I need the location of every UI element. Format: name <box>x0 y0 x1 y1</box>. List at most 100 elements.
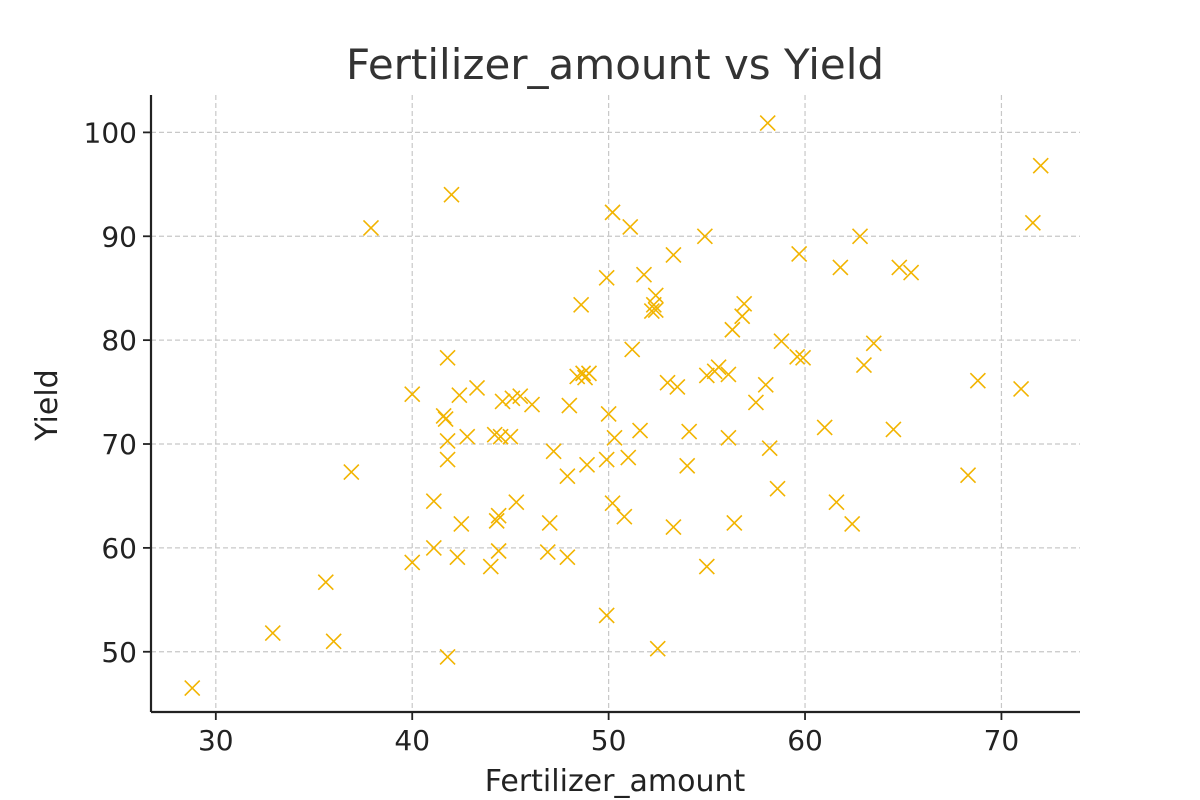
data-point <box>844 515 861 533</box>
data-point <box>559 549 576 566</box>
data-point <box>761 440 778 457</box>
data-point <box>539 543 556 561</box>
data-point <box>559 468 576 485</box>
y-tick-label: 90 <box>101 220 137 253</box>
data-point <box>665 246 682 264</box>
ticks: 30 40 50 60 70 50 60 70 80 90 100 <box>84 116 1020 757</box>
data-point <box>1024 214 1041 231</box>
y-tick-label: 50 <box>101 636 137 669</box>
x-tick-label: 50 <box>591 724 627 757</box>
data-point <box>681 423 698 440</box>
x-tick-label: 70 <box>984 724 1020 757</box>
data-point <box>1032 157 1049 174</box>
data-point <box>459 428 476 445</box>
data-point <box>449 549 466 566</box>
data-point <box>816 419 833 436</box>
data-points <box>184 114 1049 697</box>
data-point <box>747 394 764 411</box>
data-point <box>720 366 737 383</box>
data-point <box>665 519 682 536</box>
data-point <box>580 365 598 382</box>
data-point <box>795 349 812 366</box>
data-point <box>578 456 596 473</box>
data-point <box>598 269 615 286</box>
data-point <box>1013 380 1030 398</box>
data-point <box>435 407 452 425</box>
data-point <box>647 287 664 304</box>
data-point <box>439 648 456 666</box>
data-point <box>494 393 511 410</box>
grid <box>151 95 1080 712</box>
data-point <box>439 432 456 449</box>
data-point <box>698 558 715 575</box>
data-point <box>616 508 633 525</box>
data-point <box>959 467 977 484</box>
data-point <box>569 368 586 385</box>
y-tick-label: 100 <box>84 116 137 149</box>
data-point <box>343 463 360 481</box>
data-point <box>903 264 920 281</box>
data-point <box>451 387 468 404</box>
data-point <box>598 451 615 468</box>
data-point <box>606 429 623 446</box>
data-point <box>561 397 578 414</box>
data-point <box>679 457 696 474</box>
data-point <box>362 219 380 237</box>
data-point <box>620 449 637 466</box>
x-tick-label: 60 <box>787 724 823 757</box>
data-point <box>600 405 617 422</box>
data-point <box>726 514 743 532</box>
data-point <box>184 680 201 697</box>
data-point <box>604 204 621 221</box>
data-point <box>757 376 774 393</box>
data-point <box>773 333 790 350</box>
y-axis-label: Yield <box>30 369 65 441</box>
data-point <box>404 386 421 403</box>
data-point <box>635 266 653 283</box>
data-point <box>545 443 562 460</box>
chart-title: Fertilizer_amount vs Yield <box>346 40 884 89</box>
data-point <box>575 365 592 382</box>
data-point <box>490 507 507 524</box>
data-point <box>264 624 281 642</box>
data-point <box>649 640 666 657</box>
data-point <box>720 429 737 446</box>
data-point <box>698 367 715 384</box>
data-point <box>969 372 986 389</box>
data-point <box>891 259 908 276</box>
data-point <box>659 374 676 391</box>
data-point <box>832 259 849 276</box>
data-point <box>325 633 342 650</box>
data-point <box>724 321 741 338</box>
data-point <box>439 451 456 468</box>
data-point <box>404 554 421 571</box>
data-point <box>437 411 454 428</box>
data-point <box>508 494 525 511</box>
data-point <box>425 493 442 510</box>
data-point <box>541 514 558 532</box>
data-point <box>710 359 727 376</box>
data-point <box>512 388 529 405</box>
data-point <box>645 296 662 313</box>
data-point <box>647 301 664 319</box>
data-point <box>482 558 499 575</box>
y-tick-label: 60 <box>101 532 137 565</box>
data-point <box>502 428 519 445</box>
data-point <box>769 480 786 497</box>
data-point <box>453 515 470 533</box>
y-tick-label: 70 <box>101 428 137 461</box>
y-tick-label: 80 <box>101 324 137 357</box>
x-axis-label: Fertilizer_amount <box>485 764 746 799</box>
data-point <box>759 114 776 132</box>
data-point <box>791 245 808 262</box>
data-point <box>631 422 649 439</box>
x-tick-label: 30 <box>198 724 234 757</box>
data-point <box>523 396 541 413</box>
data-point <box>865 335 882 352</box>
data-point <box>885 421 902 438</box>
data-point <box>643 302 660 320</box>
axes <box>149 95 1080 714</box>
data-point <box>851 228 869 245</box>
